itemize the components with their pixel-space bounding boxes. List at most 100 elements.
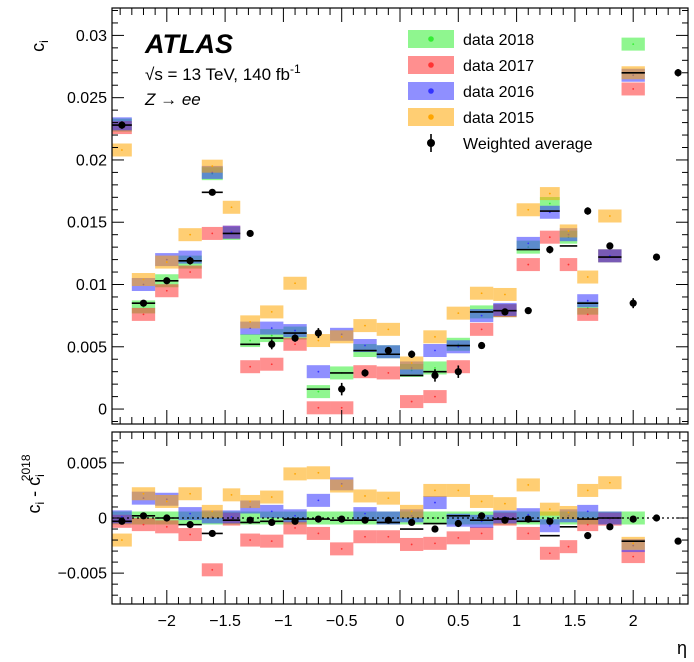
top-bands-layer <box>112 37 645 415</box>
bottom-y-title-c: c <box>24 505 44 514</box>
bottom-avg-point-18 <box>546 517 554 525</box>
bottom-band-center-data-2015-14 <box>434 489 436 492</box>
bottom-band-center-data-2017-21 <box>586 523 589 526</box>
bottom-y-axis-title: ci - ci2018 <box>19 454 47 513</box>
legend-label-data-2017: data 2017 <box>463 58 534 75</box>
top-avg-point-15 <box>478 341 486 350</box>
top-band-center-data-2018-23 <box>632 43 635 46</box>
top-avg-point-12 <box>408 350 416 358</box>
top-band-center-data-2017-7 <box>270 363 273 366</box>
top-average-points <box>112 69 682 396</box>
top-avg-point-16 <box>501 308 509 316</box>
top-band-center-data-2017-19 <box>548 236 551 239</box>
top-band-center-data-2015-19 <box>548 192 551 195</box>
bottom-band-center-data-2015-22 <box>608 481 611 484</box>
legend-dot-data-2016 <box>428 88 434 94</box>
top-band-center-data-2017-14 <box>434 395 436 398</box>
bottom-band-center-data-2015-8 <box>294 472 296 475</box>
top-band-center-data-2017-3 <box>189 271 192 273</box>
top-band-center-data-2015-12 <box>387 328 390 331</box>
top-ytick-label-3: 0.015 <box>67 215 107 232</box>
bottom-band-center-data-2015-17 <box>504 502 506 505</box>
bottom-band-center-data-2016-8 <box>294 514 296 517</box>
bottom-band-center-data-2017-6 <box>249 539 252 541</box>
bottom-band-center-data-2016-0 <box>121 515 123 518</box>
top-band-center-data-2017-13 <box>410 400 413 403</box>
top-avg-point-22 <box>652 253 661 261</box>
top-avg-point-7 <box>291 334 299 342</box>
bottom-band-center-data-2017-14 <box>434 542 436 545</box>
bottom-band-center-data-2015-3 <box>189 492 192 495</box>
top-ytick-label-2: 0.01 <box>76 277 107 294</box>
top-band-center-data-2017-16 <box>480 328 483 331</box>
bottom-band-center-data-2015-9 <box>317 471 320 474</box>
top-avg-point-11 <box>384 346 392 355</box>
bottom-avg-point-12 <box>408 518 416 527</box>
top-avg-point-23 <box>674 69 682 77</box>
bottom-band-center-data-2015-20 <box>567 511 570 514</box>
energy-superscript: -1 <box>290 62 301 76</box>
top-band-center-data-2018-19 <box>548 202 551 205</box>
top-avg-point-3 <box>186 257 194 265</box>
bottom-avg-point-23 <box>674 537 682 545</box>
bottom-y-title-minus: - c <box>24 477 44 502</box>
bottom-xtick-label-4: 0 <box>396 613 405 630</box>
top-band-center-data-2015-6 <box>249 320 252 323</box>
bottom-band-center-data-2015-6 <box>249 500 252 503</box>
bottom-band-center-data-2017-10 <box>340 547 343 550</box>
top-y-title-c: c <box>28 43 48 52</box>
bottom-ytick-label-2: 0.005 <box>67 455 107 472</box>
bottom-band-center-data-2015-13 <box>410 510 413 513</box>
top-band-center-data-2016-11 <box>364 344 366 347</box>
legend-dot-data-2017 <box>428 62 434 68</box>
bottom-xtick-label-2: −1 <box>274 613 292 630</box>
top-avg-point-14 <box>454 368 462 376</box>
bottom-band-center-data-2016-3 <box>189 512 192 515</box>
bottom-band-center-data-2017-13 <box>410 543 413 546</box>
top-ytick-label-6: 0.03 <box>76 28 107 45</box>
bottom-band-center-data-2017-23 <box>632 555 635 558</box>
top-band-center-data-2016-18 <box>527 242 530 245</box>
bottom-band-center-data-2015-11 <box>364 495 366 497</box>
top-band-center-data-2015-7 <box>270 311 273 313</box>
top-band-center-data-2017-1 <box>142 313 145 316</box>
legend-label-data-2018: data 2018 <box>463 32 534 49</box>
process-label: Z → ee <box>144 90 201 109</box>
bottom-bands-layer <box>112 466 645 577</box>
top-band-center-data-2017-23 <box>632 88 635 90</box>
top-band-center-data-2015-4 <box>211 165 214 168</box>
top-band-center-data-2017-8 <box>294 343 296 346</box>
top-band-center-data-2017-4 <box>211 232 214 235</box>
top-band-center-data-2017-6 <box>249 365 252 368</box>
bottom-band-center-data-2018-14 <box>434 517 436 519</box>
top-band-center-data-2018-14 <box>434 367 436 369</box>
bottom-avg-point-1 <box>139 512 148 520</box>
bottom-y-title-sub1: i <box>33 502 47 505</box>
bottom-band-center-data-2015-10 <box>340 485 343 487</box>
top-axis-ticks: 0 0.005 0.01 0.015 0.02 0.025 0.03 <box>67 8 688 424</box>
energy-label: √s = 13 TeV, 140 fb-1 <box>145 62 301 84</box>
legend-dot-data-2018 <box>428 36 434 42</box>
bottom-band-center-data-2017-9 <box>317 532 320 535</box>
bottom-band-center-data-2017-12 <box>387 535 390 538</box>
bottom-band-center-data-2017-7 <box>270 540 273 543</box>
bottom-band-center-data-2017-4 <box>211 568 214 571</box>
bottom-avg-point-2 <box>163 514 171 522</box>
bottom-y-title-sub2: i <box>33 474 47 477</box>
top-band-center-data-2015-15 <box>457 312 460 315</box>
bottom-band-center-data-2017-16 <box>480 532 483 535</box>
bottom-ytick-label-0: −0.005 <box>58 566 107 583</box>
top-band-center-data-2018-7 <box>270 334 273 337</box>
bottom-band-center-data-2017-3 <box>189 533 192 536</box>
top-avg-point-18 <box>546 246 554 254</box>
top-panel: 0 0.005 0.01 0.015 0.02 0.025 0.03 <box>67 7 689 425</box>
bottom-band-center-data-2017-8 <box>294 527 296 529</box>
bottom-xtick-label-8: 2 <box>629 613 638 630</box>
top-avg-point-4 <box>208 188 216 196</box>
bottom-avg-point-13 <box>431 525 439 533</box>
top-avg-point-8 <box>314 329 322 337</box>
legend: data 2018 data 2017 data 2016 data 2015 Weig… <box>408 30 593 153</box>
bottom-band-center-data-2016-21 <box>586 510 589 513</box>
top-band-center-data-2015-14 <box>434 335 436 338</box>
